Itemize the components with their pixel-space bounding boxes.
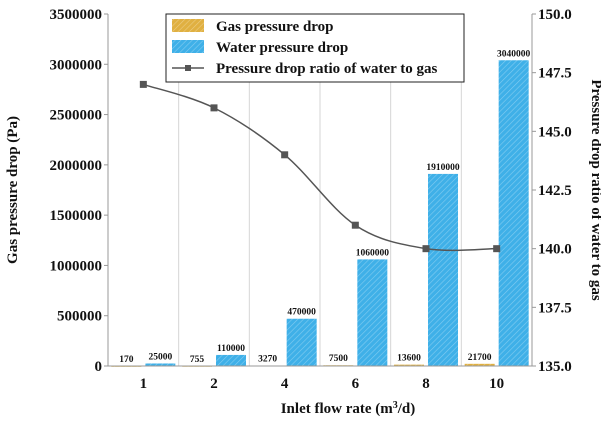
gas-bar-label: 755 bbox=[190, 355, 205, 365]
x-tick-label: 1 bbox=[140, 376, 148, 392]
bars bbox=[111, 60, 529, 367]
y-tick-label: 0 bbox=[95, 359, 103, 375]
y-axis-title: Gas pressure drop (Pa) bbox=[5, 116, 21, 264]
legend-box bbox=[165, 13, 465, 83]
y2-tick-label: 145.0 bbox=[538, 124, 572, 140]
water-bar-label: 3040000 bbox=[497, 49, 531, 59]
water-bar-label: 1910000 bbox=[426, 163, 460, 173]
x-axis-title: Inlet flow rate (m3/d) bbox=[281, 400, 416, 417]
water-bar-label: 470000 bbox=[287, 308, 316, 318]
gas-bar-label: 13600 bbox=[397, 354, 421, 364]
water-bar bbox=[498, 60, 529, 367]
x-tick-label: 2 bbox=[210, 376, 218, 392]
ratio-marker bbox=[493, 245, 501, 253]
legend-swatch-ratio-marker bbox=[185, 65, 191, 71]
y-tick-label: 3500000 bbox=[50, 7, 103, 23]
x-tick-label: 4 bbox=[281, 376, 289, 392]
gas-bar-label: 3270 bbox=[258, 355, 277, 365]
gas-bar-label: 7500 bbox=[329, 354, 348, 364]
legend-swatch-water bbox=[172, 40, 204, 53]
water-bar bbox=[357, 259, 388, 366]
y-tick-label: 500000 bbox=[57, 309, 102, 325]
y2-tick-label: 150.0 bbox=[538, 7, 572, 23]
x-axis-title-superscript: 3 bbox=[393, 400, 398, 411]
water-bar bbox=[286, 318, 317, 366]
legend-label-water: Water pressure drop bbox=[216, 40, 348, 56]
x-axis-title-part1: Inlet flow rate (m bbox=[281, 401, 394, 417]
legend: Gas pressure drop Water pressure drop Pr… bbox=[165, 13, 465, 83]
ratio-marker bbox=[351, 221, 359, 229]
labels: 0 500000 1000000 1500000 2000000 2500000 30000… bbox=[50, 7, 572, 392]
water-bar-label: 110000 bbox=[217, 344, 245, 354]
ratio-marker bbox=[139, 80, 147, 88]
y2-tick-label: 135.0 bbox=[538, 359, 572, 375]
x-axis-title-part2: /d) bbox=[397, 401, 416, 417]
ratio-line bbox=[139, 80, 501, 253]
water-bar bbox=[428, 173, 458, 366]
gas-bar bbox=[394, 364, 424, 366]
x-tick-label: 8 bbox=[422, 376, 430, 392]
x-tick-label: 10 bbox=[489, 376, 504, 392]
gas-bar bbox=[464, 363, 495, 366]
gas-bar-label: 21700 bbox=[468, 353, 492, 363]
y-tick-label: 2000000 bbox=[50, 158, 103, 174]
gas-bar-label: 170 bbox=[119, 355, 134, 365]
y2-tick-label: 137.5 bbox=[538, 300, 572, 316]
y-tick-label: 2500000 bbox=[50, 108, 103, 124]
y-tick-label: 1500000 bbox=[50, 208, 103, 224]
legend-label-ratio: Pressure drop ratio of water to gas bbox=[216, 61, 438, 77]
y2-tick-label: 140.0 bbox=[538, 242, 572, 258]
legend-label-gas: Gas pressure drop bbox=[216, 19, 334, 35]
water-bar bbox=[216, 354, 246, 366]
water-bar bbox=[145, 363, 176, 366]
water-bar-label: 25000 bbox=[148, 352, 172, 362]
y2-tick-label: 147.5 bbox=[538, 66, 572, 82]
water-bar-label: 1060000 bbox=[356, 248, 390, 258]
ratio-marker bbox=[281, 151, 289, 159]
y-tick-label: 3000000 bbox=[50, 57, 103, 73]
ratio-marker bbox=[210, 104, 218, 112]
axes bbox=[104, 13, 536, 367]
y2-tick-label: 142.5 bbox=[538, 183, 572, 199]
x-tick-label: 6 bbox=[352, 376, 360, 392]
y-tick-label: 1000000 bbox=[50, 258, 103, 274]
y2-axis-title: Pressure drop ratio of water to gas bbox=[588, 79, 601, 301]
ratio-marker bbox=[422, 245, 430, 253]
legend-swatch-gas bbox=[172, 19, 204, 32]
